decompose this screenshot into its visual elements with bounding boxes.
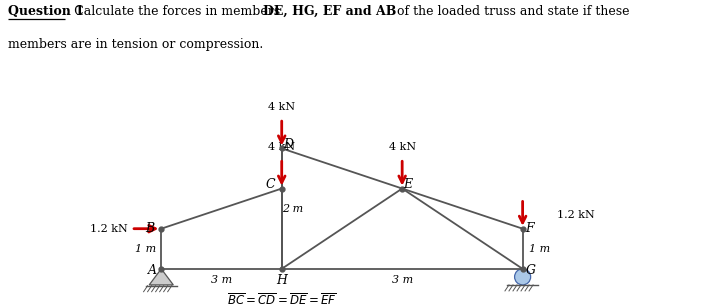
- Text: F: F: [526, 222, 534, 235]
- Text: H: H: [276, 275, 287, 287]
- Text: DE, HG, EF and AB: DE, HG, EF and AB: [263, 5, 397, 18]
- Text: C: C: [266, 178, 275, 191]
- Circle shape: [515, 269, 531, 285]
- Text: 4 kN: 4 kN: [268, 102, 295, 112]
- Text: 3 m: 3 m: [392, 275, 412, 285]
- Text: G: G: [526, 264, 536, 277]
- Text: E: E: [404, 178, 412, 191]
- Polygon shape: [149, 269, 173, 285]
- Text: 4 kN: 4 kN: [268, 142, 295, 152]
- Text: : Calculate the forces in members: : Calculate the forces in members: [66, 5, 284, 18]
- Text: 3 m: 3 m: [211, 275, 232, 285]
- Text: 1.2 kN: 1.2 kN: [90, 224, 128, 234]
- Text: 2 m: 2 m: [282, 204, 304, 214]
- Text: $\overline{BC} = \overline{CD} = \overline{DE} = \overline{EF}$: $\overline{BC} = \overline{CD} = \overli…: [227, 293, 337, 304]
- Text: 1.2 kN: 1.2 kN: [557, 210, 594, 219]
- Text: D: D: [283, 138, 293, 151]
- Text: 4 kN: 4 kN: [389, 142, 416, 152]
- Text: A: A: [148, 264, 157, 277]
- Text: members are in tension or compression.: members are in tension or compression.: [8, 38, 263, 51]
- Text: of the loaded truss and state if these: of the loaded truss and state if these: [393, 5, 629, 18]
- Text: 1 m: 1 m: [135, 244, 156, 254]
- Text: Question 1: Question 1: [8, 5, 84, 18]
- Text: B: B: [145, 222, 155, 235]
- Text: 1 m: 1 m: [529, 244, 550, 254]
